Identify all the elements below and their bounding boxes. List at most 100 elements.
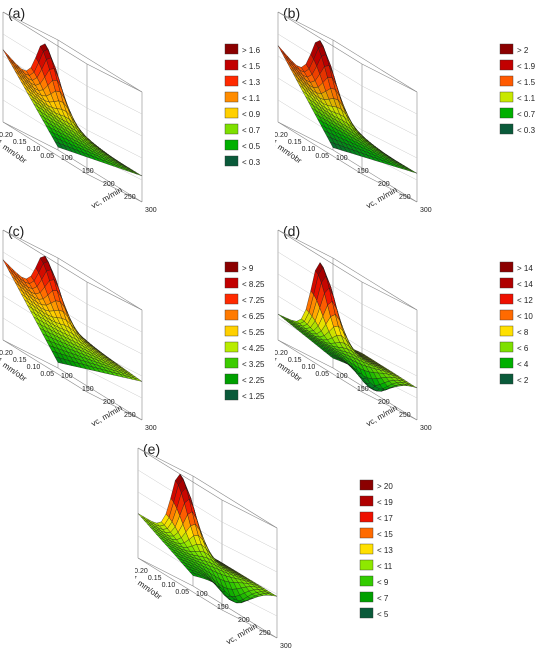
surface-cell <box>2 259 11 270</box>
y-tick-label: 0.20 <box>0 350 13 357</box>
legend-label: < 17 <box>377 514 393 523</box>
legend-swatch <box>224 139 239 151</box>
box-edge <box>361 63 418 93</box>
x-tick-label: 250 <box>399 412 411 419</box>
surface-chart-d: (d)0246810121416Sv, µm100150200250300vc,… <box>245 223 533 432</box>
legend-swatch <box>359 575 374 587</box>
grid-line <box>277 33 418 115</box>
legend-swatch <box>499 43 514 55</box>
box-edge <box>2 229 59 259</box>
legend-swatch <box>224 107 239 119</box>
legend-label: < 1.5 <box>242 62 261 71</box>
legend-label: < 9 <box>377 578 389 587</box>
box-edge <box>332 39 418 93</box>
legend-swatch <box>359 543 374 555</box>
x-tick-label: 300 <box>420 425 432 432</box>
legend-label: < 8 <box>517 328 529 337</box>
y-tick-label: 0.20 <box>275 350 288 357</box>
box-edge <box>221 609 278 639</box>
legend-swatch <box>224 43 239 55</box>
legend-label: > 1.6 <box>242 46 261 55</box>
box-edge <box>332 367 418 421</box>
legend-label: > 2 <box>517 46 529 55</box>
surface-mesh <box>277 40 418 174</box>
y-tick-label: 0.10 <box>162 582 176 589</box>
box-edge <box>277 339 334 369</box>
legend-swatch <box>359 559 374 571</box>
legend-swatch <box>499 261 514 273</box>
legend-swatch <box>359 479 374 491</box>
legend-swatch <box>224 325 239 337</box>
legend-swatch <box>224 277 239 289</box>
legend-swatch <box>499 325 514 337</box>
x-axis: 100 150 200 250 300 vc, m/min <box>336 155 432 214</box>
grid-line <box>137 491 278 573</box>
legend-label: < 8.25 <box>242 280 265 289</box>
legend-label: < 13 <box>377 546 393 555</box>
x-tick-label: 300 <box>280 643 292 650</box>
surface-chart-e: (e)246810121416182022Sz, µm1001502002503… <box>105 441 393 650</box>
x-axis-label: vc, m/min <box>90 403 124 428</box>
y-axis: 0.050.100.150.200.25f, mm/obr <box>260 125 329 166</box>
y-tick-label: 0.05 <box>175 589 189 596</box>
panel-c: (c)12345678910Sp, µm100150200250300vc, m… <box>0 218 275 436</box>
x-tick-label: 100 <box>336 155 348 162</box>
surface-cell <box>269 593 278 597</box>
box-edge <box>86 281 143 311</box>
x-tick-label: 200 <box>378 399 390 406</box>
legend-swatch <box>499 59 514 71</box>
y-tick-label: 0.05 <box>40 371 54 378</box>
y-tick-label: 0.05 <box>40 153 54 160</box>
x-tick-label: 250 <box>259 630 271 637</box>
legend-label: < 0.7 <box>242 126 261 135</box>
legend: > 9 < 8.25 < 7.25 < 6.25 < 5.25 < 4.25 < 3.25 <… <box>224 261 265 401</box>
legend-label: < 0.9 <box>242 110 261 119</box>
legend-label: < 0.3 <box>517 126 536 135</box>
box-edge <box>137 557 194 587</box>
legend-label: < 6 <box>517 344 529 353</box>
y-axis: 0.050.100.150.200.25f, mm/obr <box>0 132 54 166</box>
y-tick-label: 0.15 <box>13 139 27 146</box>
legend-swatch <box>499 91 514 103</box>
legend-swatch <box>499 357 514 369</box>
grid-line <box>277 251 418 333</box>
box-edge <box>137 557 223 611</box>
legend-swatch <box>499 75 514 87</box>
box-edge <box>2 11 88 65</box>
x-axis-label: vc, m/min <box>365 185 399 210</box>
box-edge <box>332 149 418 203</box>
legend-swatch <box>224 91 239 103</box>
box-edge <box>2 339 59 369</box>
box-edge <box>192 475 278 529</box>
surface-cell <box>134 172 143 177</box>
box-edge <box>2 11 59 41</box>
x-axis: 100 150 200 250 300 vc, m/min <box>61 373 157 432</box>
grid-line <box>2 33 143 115</box>
legend-swatch <box>224 155 239 167</box>
legend-swatch <box>499 309 514 321</box>
legend-label: < 4 <box>517 360 529 369</box>
x-tick-label: 300 <box>420 207 432 214</box>
legend-label: < 1.9 <box>517 62 536 71</box>
y-tick-label: 0.20 <box>135 568 148 575</box>
legend-swatch <box>224 293 239 305</box>
legend-swatch <box>224 59 239 71</box>
y-tick-label: 0.05 <box>315 153 329 160</box>
y-axis: 0.050.100.150.200.25f, mm/obr <box>260 343 329 384</box>
surface-cell <box>137 513 146 520</box>
box-edge <box>86 63 143 93</box>
y-tick-label: 0.15 <box>288 357 302 364</box>
legend-label: < 1.5 <box>517 78 536 87</box>
legend-label: < 19 <box>377 498 393 507</box>
legend-label: < 1.1 <box>517 94 536 103</box>
box-edge <box>86 173 143 203</box>
x-tick-label: 100 <box>196 591 208 598</box>
box-edge <box>57 367 143 421</box>
surface-cell <box>277 45 286 57</box>
legend-swatch <box>359 607 374 619</box>
surface-mesh <box>2 43 143 177</box>
legend-label: < 10 <box>517 312 533 321</box>
legend-swatch <box>224 123 239 135</box>
y-axis: 0.050.100.150.200.25f, mm/obr <box>0 350 54 384</box>
x-tick-label: 150 <box>217 604 229 611</box>
